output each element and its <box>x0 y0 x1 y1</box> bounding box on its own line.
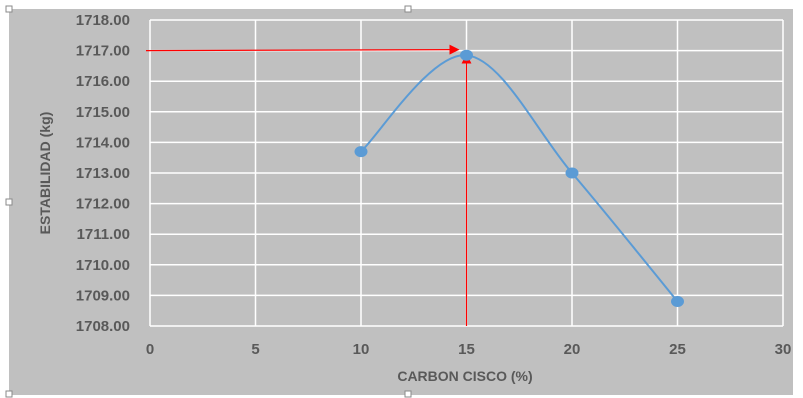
data-point <box>354 146 368 158</box>
y-tick-label: 1709.00 <box>76 287 130 304</box>
x-tick-label: 25 <box>669 341 686 358</box>
x-tick-label: 5 <box>251 341 259 358</box>
y-tick-label: 1715.00 <box>76 104 130 121</box>
x-tick-label: 0 <box>146 341 154 358</box>
y-tick-label: 1708.00 <box>76 318 130 335</box>
x-tick-label: 15 <box>458 341 475 358</box>
y-tick-label: 1711.00 <box>77 226 130 243</box>
resize-handle-top-center[interactable] <box>404 5 412 13</box>
y-tick-label: 1710.00 <box>76 257 130 274</box>
data-point <box>460 49 473 61</box>
y-tick-label: 1713.00 <box>76 165 130 182</box>
data-point <box>565 167 579 179</box>
y-tick-label: 1716.00 <box>76 73 130 90</box>
resize-handle-middle-left[interactable] <box>5 198 13 206</box>
x-axis-title: CARBON CISCO (%) <box>397 368 532 384</box>
chart-area <box>9 9 793 395</box>
data-point <box>671 296 684 308</box>
y-tick-label: 1712.00 <box>76 196 130 213</box>
series-line <box>360 54 679 303</box>
x-tick-label: 20 <box>564 341 581 358</box>
y-axis-title: ESTABILIDAD (kg) <box>37 112 53 235</box>
y-tick-label: 1714.00 <box>76 134 130 151</box>
resize-handle-bottom-center[interactable] <box>404 390 412 398</box>
x-tick-label: 30 <box>775 341 792 358</box>
resize-handle-bottom-left[interactable] <box>5 390 13 398</box>
x-tick-label: 10 <box>353 341 370 358</box>
y-tick-label: 1717.00 <box>76 43 130 60</box>
horizontal-arrow <box>145 44 460 55</box>
resize-handle-top-left[interactable] <box>5 5 13 13</box>
y-tick-label: 1718.00 <box>76 12 130 29</box>
